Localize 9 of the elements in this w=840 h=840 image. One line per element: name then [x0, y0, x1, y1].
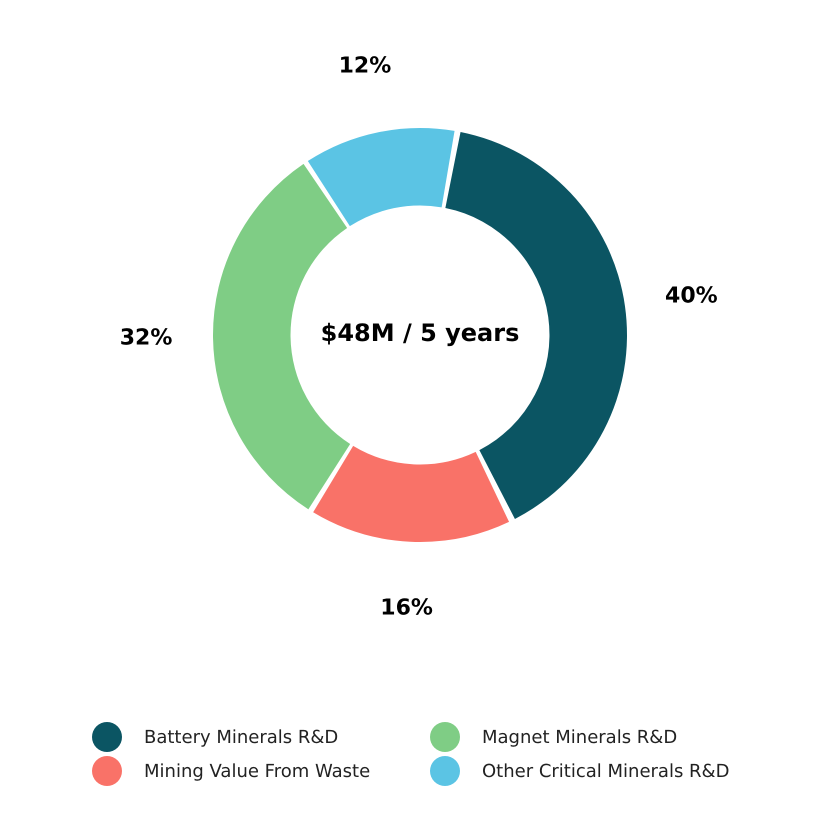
legend-label: Other Critical Minerals R&D	[482, 760, 730, 782]
legend-label: Mining Value From Waste	[144, 760, 370, 782]
data-label: 16%	[380, 595, 433, 620]
text: $48M / 5 years	[320, 319, 520, 348]
legend-label: Magnet Minerals R&D	[482, 726, 678, 748]
data-label: 40%	[664, 284, 718, 309]
data-label: 12%	[338, 53, 392, 78]
data-label: 32%	[120, 326, 172, 351]
legend-label: Battery Minerals R&D	[144, 726, 338, 748]
